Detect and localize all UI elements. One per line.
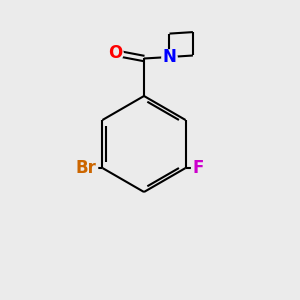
Text: F: F — [193, 159, 204, 177]
Text: N: N — [163, 48, 176, 66]
Text: O: O — [108, 44, 123, 62]
Text: Br: Br — [76, 159, 96, 177]
